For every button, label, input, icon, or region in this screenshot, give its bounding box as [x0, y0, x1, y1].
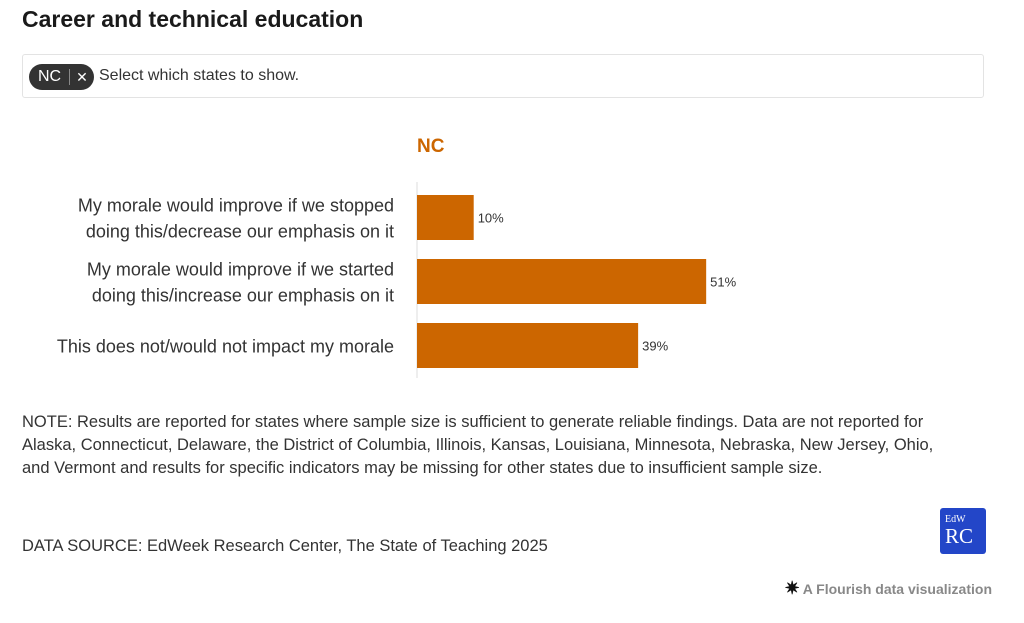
flourish-credit[interactable]: ✷ A Flourish data visualization — [785, 578, 992, 599]
category-label: doing this/decrease our emphasis on it — [86, 222, 394, 242]
logo-small-text: EdW — [945, 514, 966, 525]
category-label: My morale would improve if we started — [87, 260, 394, 280]
bar — [417, 259, 707, 304]
data-label: 10% — [478, 211, 504, 226]
category-label: This does not/would not impact my morale — [57, 337, 394, 357]
state-filter[interactable]: NC ✕ Select which states to show. — [22, 54, 984, 98]
flourish-credit-text: A Flourish data visualization — [802, 580, 992, 597]
panel-title: NC — [417, 136, 445, 157]
data-label: 51% — [710, 275, 736, 290]
data-label: 39% — [642, 339, 668, 354]
bar — [417, 323, 639, 368]
chart-title: Career and technical education — [22, 6, 364, 32]
close-icon[interactable]: ✕ — [76, 69, 88, 85]
flourish-star-icon: ✷ — [784, 578, 800, 598]
chip-divider — [69, 69, 71, 85]
state-chip-label: NC — [38, 68, 62, 85]
state-filter-placeholder[interactable]: Select which states to show. — [99, 67, 300, 84]
category-label: doing this/increase our emphasis on it — [92, 286, 394, 306]
state-chip[interactable]: NC ✕ — [29, 64, 94, 90]
edweek-rc-logo: EdW RC — [940, 508, 986, 554]
category-label: My morale would improve if we stopped — [78, 196, 394, 216]
logo-big-text: RC — [945, 524, 974, 548]
bar-chart: NC 10% My morale would improve if we stopp… — [57, 136, 737, 378]
bar — [417, 195, 474, 240]
data-source: DATA SOURCE: EdWeek Research Center, The… — [22, 537, 548, 555]
note-text: NOTE: Results are reported for states wh… — [22, 413, 934, 477]
